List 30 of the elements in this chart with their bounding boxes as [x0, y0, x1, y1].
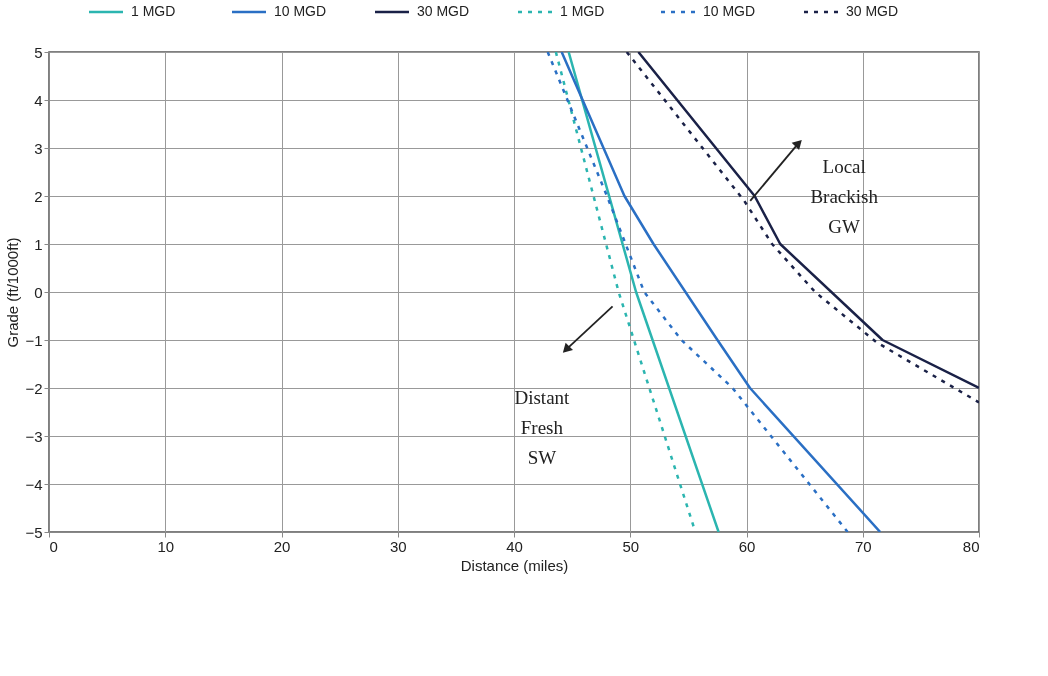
legend-label: 1 MGD: [131, 3, 176, 19]
legend-label: 30 MGD: [846, 3, 899, 19]
x-tick-label: 30: [389, 537, 407, 555]
legend-label: 10 MGD: [703, 3, 756, 19]
annotation: Distant Fresh SW: [514, 386, 571, 468]
y-tick-label: 0: [34, 283, 43, 301]
x-tick-label: 50: [622, 537, 640, 555]
y-axis-title: Grade (ft/1000ft): [4, 237, 22, 348]
x-tick-label: 10: [157, 537, 175, 555]
x-axis-title: Distance (miles): [460, 556, 569, 574]
x-tick-label: 60: [738, 537, 756, 555]
legend-label: 10 MGD: [274, 3, 327, 19]
y-tick-label: −1: [25, 331, 43, 349]
x-tick-label: 0: [49, 537, 58, 555]
x-tick-label: 80: [962, 537, 980, 555]
legend-label: 1 MGD: [560, 3, 605, 19]
y-tick-label: −2: [25, 379, 43, 397]
y-tick-label: 1: [34, 235, 43, 253]
y-tick-label: −5: [25, 523, 43, 541]
y-tick-label: 2: [34, 187, 43, 205]
x-tick-label: 40: [506, 537, 523, 555]
x-tick-label: 70: [854, 537, 872, 555]
x-tick-label: 20: [273, 537, 291, 555]
y-tick-label: −3: [25, 427, 43, 445]
y-tick-label: −4: [25, 475, 43, 493]
annotation: Local Brackish GW: [810, 156, 879, 238]
y-tick-label: 3: [34, 139, 43, 157]
y-tick-label: 5: [34, 43, 43, 61]
legend-label: 30 MGD: [417, 3, 470, 19]
y-tick-label: 4: [34, 91, 43, 109]
